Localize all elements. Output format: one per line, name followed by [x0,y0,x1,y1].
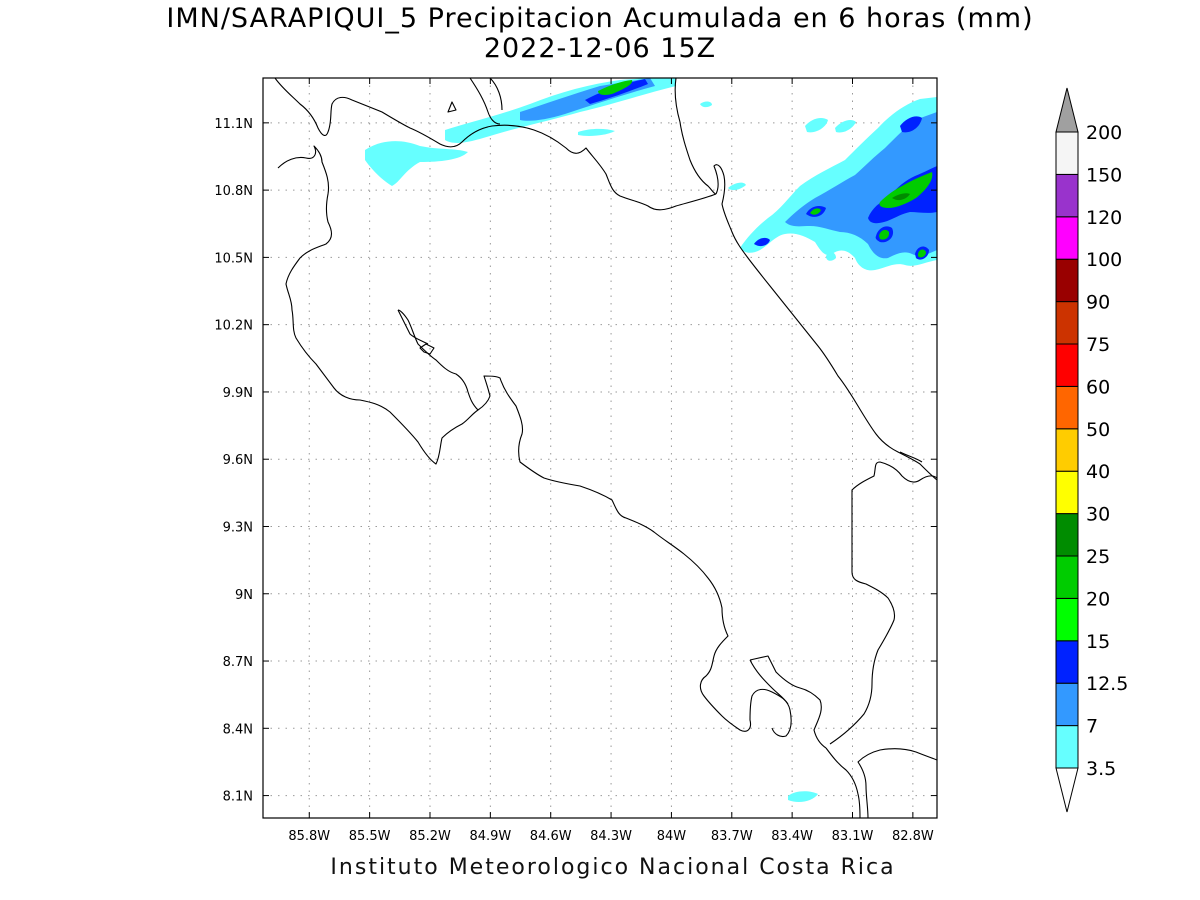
lon-tick-label: 84W [657,829,687,844]
lat-tick-label: 8.1N [223,790,253,805]
colorbar-swatch [1055,385,1079,430]
colorbar-label: 40 [1086,461,1110,483]
colorbar-swatch [1055,258,1079,303]
lon-tick-label: 83.7W [711,829,753,844]
colorbar-label: 150 [1086,164,1122,186]
lon-tick-label: 82.8W [892,829,934,844]
lon-tick-label: 85.5W [349,829,391,844]
lon-tick-label: 85.2W [409,829,451,844]
lat-tick-label: 10.5N [214,251,253,266]
colorbar-bottom-arrow [1055,767,1079,813]
colorbar-label: 100 [1086,249,1122,271]
colorbar-swatch [1055,470,1079,515]
colorbar-label: 60 [1086,376,1110,398]
colorbar-swatch [1055,597,1079,642]
colorbar-swatch [1055,131,1079,175]
colorbar-swatch [1055,343,1079,387]
colorbar-swatch [1055,640,1079,684]
colorbar-label: 7 [1086,716,1098,738]
map-axes: 85.8W 85.5W 85.2W 84.9W 84.6W 84.3W 84W 83.7W 83… [214,78,937,844]
map-subtitle-datetime: 2022-12-06 15Z [483,33,717,64]
lat-tick-label: 9N [235,588,253,603]
colorbar-swatch [1055,682,1079,727]
colorbar-swatch [1055,301,1079,345]
colorbar-swatch [1055,725,1079,769]
map-title: IMN/SARAPIQUI_5 Precipitacion Acumulada … [166,3,1034,34]
colorbar-label: 50 [1086,419,1110,441]
colorbar-legend: 3.5 7 12.5 15 20 25 30 40 50 60 75 90 100 120 150 200 [1055,87,1128,813]
lon-tick-label: 85.8W [288,829,330,844]
colorbar-label: 90 [1086,292,1110,314]
precip-band-north [365,78,712,186]
lat-tick-label: 9.6N [223,453,253,468]
colorbar-label: 25 [1086,546,1110,568]
colorbar-label: 30 [1086,504,1110,526]
lat-tick-label: 11.1N [214,117,253,132]
lon-tick-label: 84.6W [530,829,572,844]
precip-blob-south [788,791,818,802]
colorbar-label: 15 [1086,631,1110,653]
precip-cluster-northeast [728,97,937,271]
colorbar-swatch [1055,555,1079,599]
lon-tick-label: 83.4W [771,829,813,844]
lat-tick-label: 10.2N [214,319,253,334]
precipitation-shading [365,78,937,802]
colorbar-label: 120 [1086,207,1122,229]
colorbar-label: 200 [1086,122,1122,144]
colorbar-swatch [1055,513,1079,557]
colorbar-label: 20 [1086,588,1110,610]
lat-tick-label: 8.4N [223,722,253,737]
colorbar-swatch [1055,216,1079,260]
lat-tick-label: 10.8N [214,184,253,199]
lat-tick-label: 9.9N [223,386,253,401]
plot-frame [262,77,938,819]
lon-tick-label: 84.3W [590,829,632,844]
colorbar-swatch [1055,428,1079,472]
colorbar-swatch [1055,173,1079,218]
colorbar-label: 3.5 [1086,758,1116,780]
footer-credit: Instituto Meteorologico Nacional Costa R… [330,855,896,880]
lon-tick-label: 84.9W [469,829,511,844]
colorbar-label: 12.5 [1086,673,1128,695]
colorbar-top-arrow [1055,87,1079,133]
lon-tick-label: 83.1W [832,829,874,844]
lat-tick-label: 9.3N [223,520,253,535]
colorbar-label: 75 [1086,334,1110,356]
lat-tick-label: 8.7N [223,655,253,670]
coastlines-and-borders [274,78,937,818]
